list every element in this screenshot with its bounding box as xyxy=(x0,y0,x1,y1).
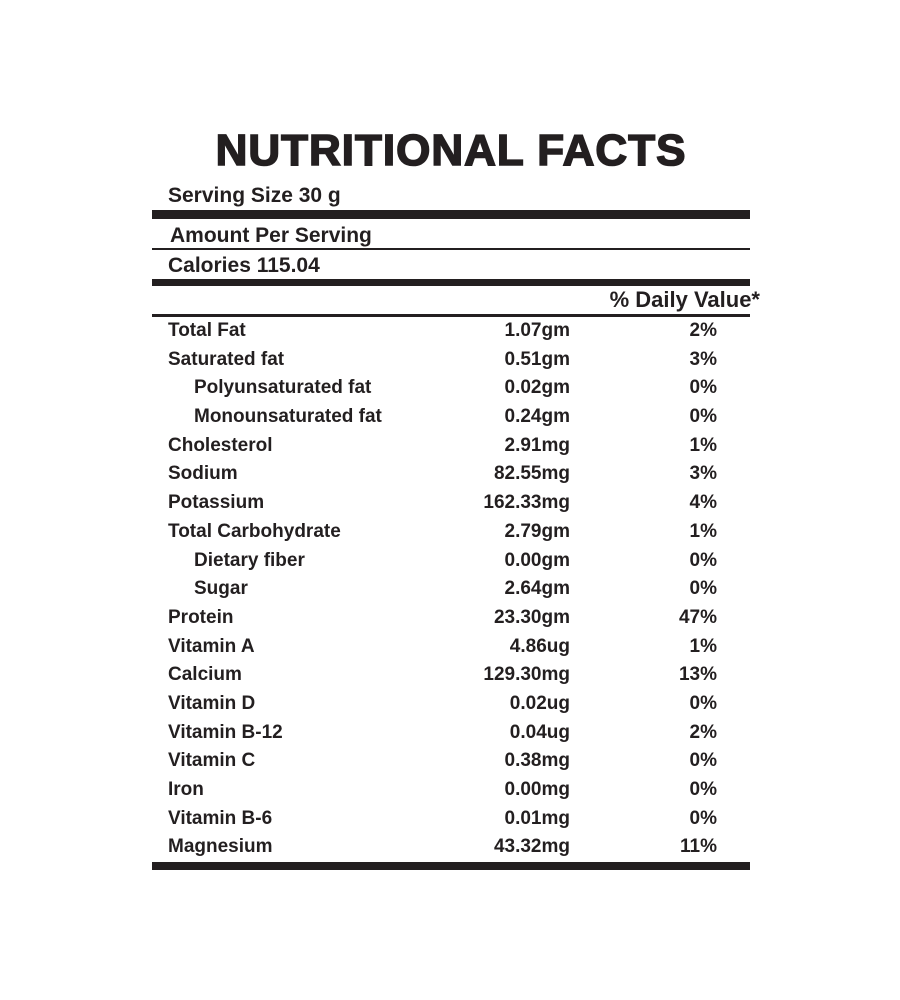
separator-bar-bottom xyxy=(152,862,750,871)
nutrient-name: Vitamin D xyxy=(168,692,256,714)
nutrient-daily-value: 0% xyxy=(689,692,717,714)
nutrient-row: Vitamin B-6 0.01mg 0% xyxy=(152,805,750,834)
nutrient-amount: 0.51gm xyxy=(504,348,570,370)
nutrient-amount: 0.24gm xyxy=(504,406,570,428)
nutrient-daily-value: 0% xyxy=(689,578,717,600)
serving-size-text: Serving Size 30 g xyxy=(168,184,341,207)
nutrient-daily-value: 2% xyxy=(689,320,717,341)
nutrient-name: Vitamin C xyxy=(168,750,256,772)
nutrient-amount: 0.02ug xyxy=(509,692,570,714)
nutrient-name: Iron xyxy=(168,779,204,800)
nutrient-amount: 0.02gm xyxy=(504,377,570,399)
nutrient-amount: 2.79gm xyxy=(504,520,570,542)
nutrient-daily-value: 1% xyxy=(689,635,717,657)
nutrient-row: Vitamin A 4.86ug 1% xyxy=(152,633,750,662)
nutrient-amount: 2.64gm xyxy=(504,578,570,600)
nutrient-amount: 0.00gm xyxy=(504,549,570,571)
nutrient-row: Monounsaturated fat 0.24gm 0% xyxy=(152,403,750,432)
nutrient-name: Dietary fiber xyxy=(194,549,305,571)
nutrient-row: Total Carbohydrate 2.79gm 1% xyxy=(152,518,750,547)
nutrient-name: Potassium xyxy=(168,492,265,514)
nutrient-row: Vitamin B-12 0.04ug 2% xyxy=(152,719,750,748)
nutrient-daily-value: 4% xyxy=(689,492,717,514)
nutrient-daily-value: 0% xyxy=(689,406,717,428)
separator-hairline-1 xyxy=(152,248,750,250)
nutrient-row: Protein 23.30gm 47% xyxy=(152,604,750,633)
nutrient-amount: 1.07gm xyxy=(504,320,570,341)
nutrient-row: Iron 0.00mg 0% xyxy=(152,776,750,805)
nutrient-daily-value: 13% xyxy=(678,664,717,686)
separator-hairline-2 xyxy=(152,314,750,317)
nutrient-row: Magnesium 43.32mg 11% xyxy=(152,833,750,862)
nutrient-amount: 0.00mg xyxy=(504,779,570,800)
nutrient-row: Dietary fiber 0.00gm 0% xyxy=(152,547,750,576)
nutrient-row: Polyunsaturated fat 0.02gm 0% xyxy=(152,374,750,403)
calories-text: Calories 115.04 xyxy=(168,254,320,277)
nutrition-facts-label: NUTRITIONAL FACTS Serving Size 30 g Amou… xyxy=(152,126,760,871)
nutrient-daily-value: 1% xyxy=(689,434,717,456)
nutrient-name: Saturated fat xyxy=(168,348,285,370)
nutrient-daily-value: 11% xyxy=(680,836,717,858)
nutrient-name: Total Fat xyxy=(168,320,246,341)
nutrient-row: Calcium 129.30mg 13% xyxy=(152,661,750,690)
nutrient-daily-value: 0% xyxy=(689,807,717,829)
nutrient-amount: 0.01mg xyxy=(504,807,570,829)
nutrient-daily-value: 0% xyxy=(689,549,717,571)
nutrient-row: Vitamin D 0.02ug 0% xyxy=(152,690,750,719)
nutrient-row: Cholesterol 2.91mg 1% xyxy=(152,432,750,461)
nutrient-row: Vitamin C 0.38mg 0% xyxy=(152,747,750,776)
amount-per-serving-text: Amount Per Serving xyxy=(170,224,372,247)
nutrient-row: Sugar 2.64gm 0% xyxy=(152,575,750,604)
separator-bar-middle xyxy=(152,279,750,286)
nutrient-name: Monounsaturated fat xyxy=(194,406,382,428)
nutrient-name: Cholesterol xyxy=(168,434,273,456)
page-title: NUTRITIONAL FACTS xyxy=(215,126,687,175)
nutrient-daily-value: 47% xyxy=(678,606,717,628)
nutrient-name: Vitamin B-6 xyxy=(168,807,273,829)
separator-bar-top xyxy=(152,210,750,219)
nutrient-name: Vitamin B-12 xyxy=(168,721,283,743)
daily-value-column-header: % Daily Value* xyxy=(609,287,760,312)
nutrient-daily-value: 3% xyxy=(689,463,717,485)
nutrient-amount: 162.33mg xyxy=(483,492,570,514)
nutrient-name: Protein xyxy=(168,606,234,628)
nutrient-name: Vitamin A xyxy=(168,635,255,657)
nutrient-daily-value: 0% xyxy=(689,779,717,800)
nutrient-name: Polyunsaturated fat xyxy=(194,377,372,399)
nutrient-row: Potassium 162.33mg 4% xyxy=(152,489,750,518)
nutrient-amount: 82.55mg xyxy=(493,463,570,485)
nutrient-daily-value: 2% xyxy=(689,721,717,743)
nutrient-daily-value: 3% xyxy=(689,348,717,370)
nutrient-amount: 4.86ug xyxy=(509,635,570,657)
nutrient-daily-value: 0% xyxy=(689,750,717,772)
nutrient-daily-value: 1% xyxy=(689,520,717,542)
nutrient-amount: 0.38mg xyxy=(504,750,570,772)
nutrient-row: Total Fat 1.07gm 2% xyxy=(152,317,750,346)
nutrient-amount: 2.91mg xyxy=(504,434,570,456)
nutrient-table: Total Fat 1.07gm 2% Saturated fat 0.51gm… xyxy=(152,317,750,862)
nutrient-name: Calcium xyxy=(168,664,242,686)
nutrient-row: Saturated fat 0.51gm 3% xyxy=(152,346,750,375)
nutrient-amount: 43.32mg xyxy=(493,836,570,858)
nutrient-amount: 23.30gm xyxy=(493,606,570,628)
nutrient-row: Sodium 82.55mg 3% xyxy=(152,460,750,489)
nutrient-name: Magnesium xyxy=(168,836,273,858)
nutrient-name: Sodium xyxy=(168,463,238,485)
nutrient-name: Sugar xyxy=(194,578,248,600)
nutrient-daily-value: 0% xyxy=(689,377,717,399)
nutrient-amount: 129.30mg xyxy=(483,664,570,686)
nutrient-amount: 0.04ug xyxy=(509,721,570,743)
nutrient-name: Total Carbohydrate xyxy=(168,520,341,542)
